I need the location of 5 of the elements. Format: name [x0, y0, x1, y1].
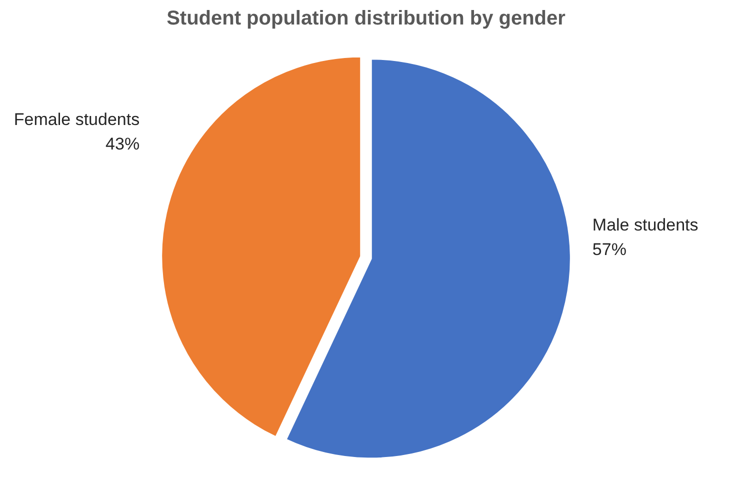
chart-title: Student population distribution by gender: [166, 8, 566, 30]
slice-label: Female students: [14, 110, 140, 129]
slice-label: Male students: [592, 215, 698, 234]
data-label: 43%: [106, 134, 140, 154]
data-label: 57%: [592, 240, 626, 260]
